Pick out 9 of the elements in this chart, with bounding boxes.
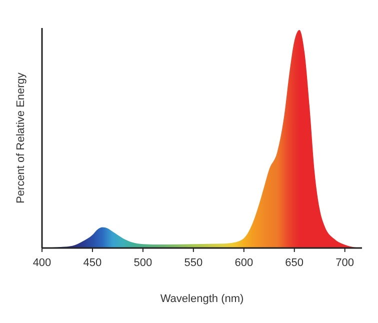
x-tick-label: 400 (32, 257, 52, 269)
x-tick-label: 500 (134, 257, 152, 269)
x-tick-label: 700 (336, 257, 354, 269)
x-tick-label: 650 (285, 257, 304, 269)
y-axis-title: Percent of Relative Energy (15, 72, 27, 204)
x-tick-label: 600 (234, 257, 254, 269)
x-axis-title: Wavelength (nm) (160, 293, 244, 305)
x-tick-label: 550 (184, 257, 203, 269)
x-tick-label: 450 (83, 257, 102, 269)
